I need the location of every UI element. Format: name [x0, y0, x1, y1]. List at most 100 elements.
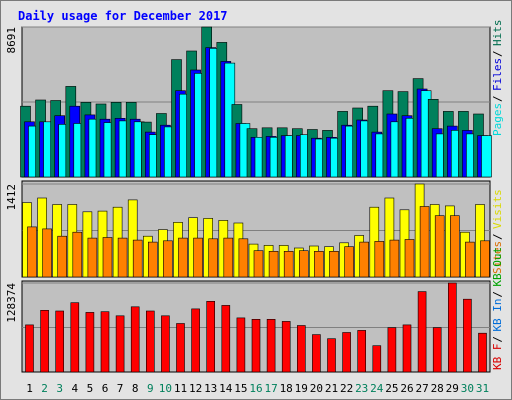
- x-tick-label-20: 20: [310, 382, 323, 395]
- bar-sites-day-28: [434, 215, 445, 278]
- legend-separator: /: [491, 95, 504, 102]
- panel-visits: 1412: [5, 180, 491, 278]
- bar-kbytes-day-8: [130, 306, 140, 373]
- bar-kbytes-day-24: [372, 345, 382, 373]
- bar-kbytes-day-18: [281, 321, 291, 373]
- bar-kbytes-day-26: [402, 324, 412, 373]
- bar-kbytes-day-3: [55, 310, 65, 373]
- bar-kbytes-day-29: [447, 282, 457, 373]
- bar-sites-day-9: [148, 241, 158, 278]
- x-tick-label-6: 6: [102, 382, 109, 395]
- x-tick-label-31: 31: [476, 382, 489, 395]
- bar-kbytes-day-12: [191, 308, 200, 373]
- bar-kbytes-day-27: [417, 291, 427, 373]
- bar-kbytes-day-10: [161, 315, 170, 373]
- panel-kbytes: 128374: [5, 280, 491, 373]
- legend-kbytes: KB F: [491, 344, 504, 371]
- bar-kbytes-day-1: [25, 324, 34, 373]
- bar-kbytes-day-6: [100, 311, 110, 373]
- x-tick-label-15: 15: [234, 382, 247, 395]
- bar-sites-day-19: [298, 250, 309, 278]
- bar-kbytes-day-13: [206, 300, 215, 373]
- legend-visits: Visits: [491, 189, 504, 229]
- y-max-label: 128374: [5, 283, 18, 323]
- bar-sites-day-26: [404, 239, 415, 278]
- bar-kbytes-day-28: [432, 327, 442, 373]
- bar-sites-day-22: [344, 246, 354, 278]
- x-tick-label-14: 14: [219, 382, 233, 395]
- bar-sites-day-31: [480, 240, 490, 278]
- x-tick-label-29: 29: [446, 382, 459, 395]
- x-tick-label-27: 27: [415, 382, 428, 395]
- bar-sites-day-8: [132, 239, 143, 278]
- x-tick-label-19: 19: [295, 382, 308, 395]
- bar-kbytes-day-14: [221, 305, 231, 373]
- bar-sites-day-15: [238, 238, 249, 278]
- bar-sites-day-13: [208, 238, 218, 278]
- bar-sites-day-5: [87, 237, 98, 278]
- bar-visits-day-8: [127, 199, 138, 278]
- x-tick-label-21: 21: [325, 382, 338, 395]
- legend-separator: /: [491, 336, 504, 343]
- bar-sites-day-4: [72, 231, 83, 278]
- bar-sites-day-27: [419, 206, 430, 278]
- bar-sites-day-3: [57, 235, 68, 278]
- bar-kbytes-day-9: [146, 310, 155, 373]
- bar-kbytes-day-15: [236, 317, 246, 373]
- bar-sites-day-14: [223, 237, 234, 278]
- chart-title: Daily usage for December 2017: [18, 9, 228, 23]
- x-tick-label-28: 28: [431, 382, 444, 395]
- y-max-label: 8691: [5, 27, 18, 54]
- x-tick-label-10: 10: [159, 382, 172, 395]
- bar-sites-day-25: [389, 239, 400, 278]
- bar-sites-day-10: [163, 240, 173, 278]
- legend-sites: Sites: [491, 241, 504, 274]
- x-tick-label-22: 22: [340, 382, 353, 395]
- x-tick-label-23: 23: [355, 382, 368, 395]
- bar-visits-day-25: [384, 197, 395, 278]
- legend-kbin: KB In: [491, 298, 504, 331]
- y-max-label: 1412: [5, 184, 18, 211]
- bar-sites-day-12: [193, 237, 203, 278]
- bar-sites-day-23: [359, 241, 370, 278]
- x-tick-label-11: 11: [174, 382, 187, 395]
- x-tick-label-12: 12: [189, 382, 202, 395]
- bar-kbytes-day-11: [176, 323, 185, 373]
- x-axis-labels: 1 2 3 4 5 6 7 8 9 10 11 12 13 14 15 16 17 18 19 20 21 22 23 24 2…: [26, 382, 489, 395]
- panel-usage: 8691: [5, 26, 492, 178]
- legend-files: Files: [491, 58, 504, 91]
- bar-sites-day-7: [117, 237, 128, 278]
- bar-sites-day-17: [268, 251, 279, 278]
- x-tick-label-17: 17: [264, 382, 277, 395]
- legend-separator: /: [491, 50, 504, 57]
- bar-kbytes-day-23: [357, 330, 367, 373]
- bar-sites-day-30: [465, 241, 475, 278]
- bar-kbytes-day-20: [312, 334, 321, 373]
- bar-sites-day-16: [253, 250, 264, 278]
- x-tick-label-2: 2: [41, 382, 48, 395]
- bar-sites-day-1: [27, 226, 37, 278]
- x-tick-label-26: 26: [400, 382, 413, 395]
- bar-kbytes-day-16: [251, 318, 261, 373]
- x-tick-label-18: 18: [280, 382, 293, 395]
- bar-kbytes-day-4: [70, 302, 80, 373]
- x-tick-label-7: 7: [117, 382, 124, 395]
- chart-panels: 8691 1412 128374: [5, 26, 492, 373]
- x-tick-label-30: 30: [461, 382, 474, 395]
- bar-sites-day-24: [374, 241, 385, 278]
- bar-kbytes-day-7: [115, 315, 125, 373]
- legend-kbout: KB Out: [491, 247, 504, 287]
- bar-kbytes-day-22: [342, 332, 351, 373]
- x-tick-label-24: 24: [370, 382, 384, 395]
- x-tick-label-4: 4: [71, 382, 78, 395]
- bar-sites-day-2: [42, 228, 52, 278]
- bar-kbytes-day-5: [85, 312, 95, 373]
- bar-sites-day-18: [283, 251, 294, 278]
- bar-kbytes-day-30: [463, 298, 472, 373]
- x-tick-label-8: 8: [132, 382, 139, 395]
- x-tick-label-5: 5: [87, 382, 94, 395]
- legend-pages: Pages: [491, 103, 504, 136]
- bar-sites-day-21: [329, 251, 339, 278]
